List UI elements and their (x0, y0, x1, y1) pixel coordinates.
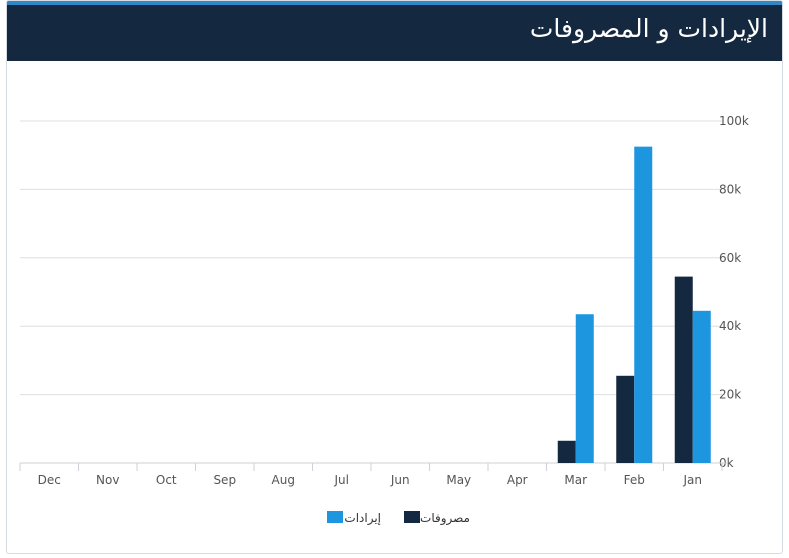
x-tick-label-nov: Nov (96, 473, 119, 487)
card-header: الإيرادات و المصروفات (7, 1, 782, 61)
x-tick-label-may: May (446, 473, 471, 487)
y-tick-label: 60k (719, 251, 741, 265)
y-tick-label: 40k (719, 319, 741, 333)
x-tick-label-oct: Oct (156, 473, 177, 487)
y-tick-label: 100k (719, 114, 749, 128)
y-tick-label: 20k (719, 388, 741, 402)
revenue-expenses-card: الإيرادات و المصروفات 0k 20k 40k 60k 80k 100k… (6, 0, 783, 554)
x-tick-label-sep: Sep (213, 473, 236, 487)
x-tick-label-jul: Jul (334, 473, 349, 487)
bar-revenue-jan[interactable] (692, 310, 711, 463)
bar-revenue-mar[interactable] (575, 314, 594, 463)
bar-expenses-feb[interactable] (616, 375, 635, 463)
legend-label-revenue[interactable]: إيرادات (344, 511, 381, 526)
x-tick-label-apr: Apr (507, 473, 528, 487)
x-tick-label-dec: Dec (38, 473, 61, 487)
x-tick-label-jan: Jan (683, 473, 703, 487)
legend-swatch-expenses[interactable] (404, 511, 420, 523)
legend-swatch-revenue[interactable] (327, 511, 343, 523)
card-title: الإيرادات و المصروفات (529, 14, 768, 43)
x-tick-label-jun: Jun (390, 473, 410, 487)
x-tick-label-aug: Aug (272, 473, 295, 487)
bar-expenses-jan[interactable] (674, 276, 693, 463)
legend-label-expenses[interactable]: مصروفات (420, 511, 470, 526)
bar-expenses-mar[interactable] (557, 440, 576, 463)
y-tick-label: 80k (719, 182, 741, 196)
x-tick-label-mar: Mar (564, 473, 587, 487)
bar-revenue-feb[interactable] (634, 146, 653, 463)
revenue-expenses-chart: 0k20k40k60k80k100kJanFebMarAprMayJunJulA… (19, 114, 749, 526)
x-tick-label-feb: Feb (624, 473, 645, 487)
